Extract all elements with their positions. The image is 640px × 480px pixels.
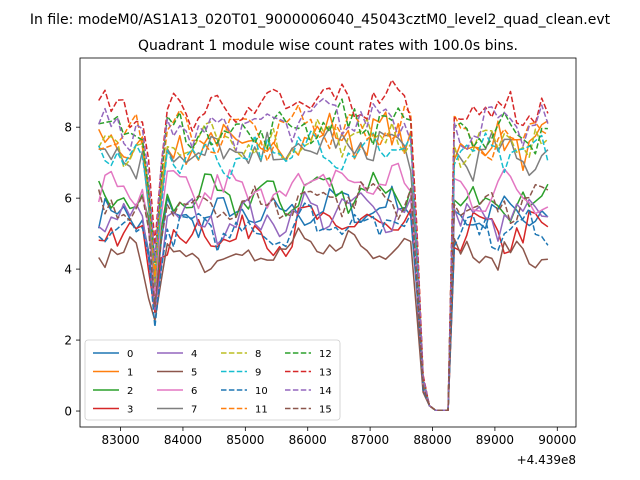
- x-tick-label: 85000: [226, 433, 264, 447]
- series-line-12: [98, 98, 548, 412]
- legend-label-7: 7: [191, 405, 197, 416]
- series-line-9: [98, 130, 549, 412]
- legend-label-5: 5: [191, 368, 197, 379]
- x-tick-label: 84000: [164, 433, 202, 447]
- x-offset-text: +4.439e8: [517, 453, 576, 467]
- legend-box: [84, 339, 341, 421]
- axes-frame: [79, 57, 577, 428]
- series-line-5: [98, 227, 548, 412]
- series-line-10: [98, 202, 549, 412]
- legend-label-4: 4: [191, 349, 197, 360]
- x-axis: 83000 84000 85000 86000 87000 88000 89000 90000: [101, 427, 576, 447]
- legend-label-9: 9: [255, 368, 261, 379]
- legend-label-15: 15: [319, 405, 332, 416]
- x-tick-label: 89000: [476, 433, 514, 447]
- series-line-0: [97, 185, 549, 412]
- x-tick-label: 83000: [101, 433, 139, 447]
- x-tick-label: 87000: [351, 433, 389, 447]
- x-tick-label: 90000: [538, 433, 576, 447]
- legend-label-0: 0: [127, 349, 133, 360]
- y-tick-label: 6: [64, 192, 72, 206]
- legend-label-8: 8: [255, 349, 261, 360]
- series-line-15: [97, 181, 549, 412]
- y-axis: 0 2 4 6 8: [64, 121, 80, 419]
- x-tick-label: 86000: [289, 433, 327, 447]
- y-tick-label: 8: [64, 121, 72, 135]
- legend-label-13: 13: [319, 368, 332, 379]
- figure-suptitle: In file: modeM0/AS1A13_020T01_9000006040…: [30, 12, 611, 28]
- y-tick-label: 0: [64, 405, 72, 419]
- y-tick-label: 2: [64, 334, 72, 348]
- legend-label-2: 2: [127, 386, 133, 397]
- legend-label-6: 6: [191, 386, 197, 397]
- series-line-7: [98, 126, 549, 412]
- legend-label-10: 10: [255, 386, 268, 397]
- legend-label-11: 11: [255, 405, 268, 416]
- legend-label-14: 14: [319, 386, 332, 397]
- chart-title: Quadrant 1 module wise count rates with …: [138, 38, 518, 54]
- series-line-13: [98, 79, 549, 412]
- legend-label-1: 1: [127, 368, 133, 379]
- series-line-6: [97, 162, 549, 412]
- y-tick-label: 4: [64, 263, 72, 277]
- x-tick-label: 88000: [413, 433, 451, 447]
- series-line-14: [98, 97, 549, 412]
- legend-label-3: 3: [127, 405, 133, 416]
- series-group: [97, 79, 549, 412]
- legend-label-12: 12: [319, 349, 332, 360]
